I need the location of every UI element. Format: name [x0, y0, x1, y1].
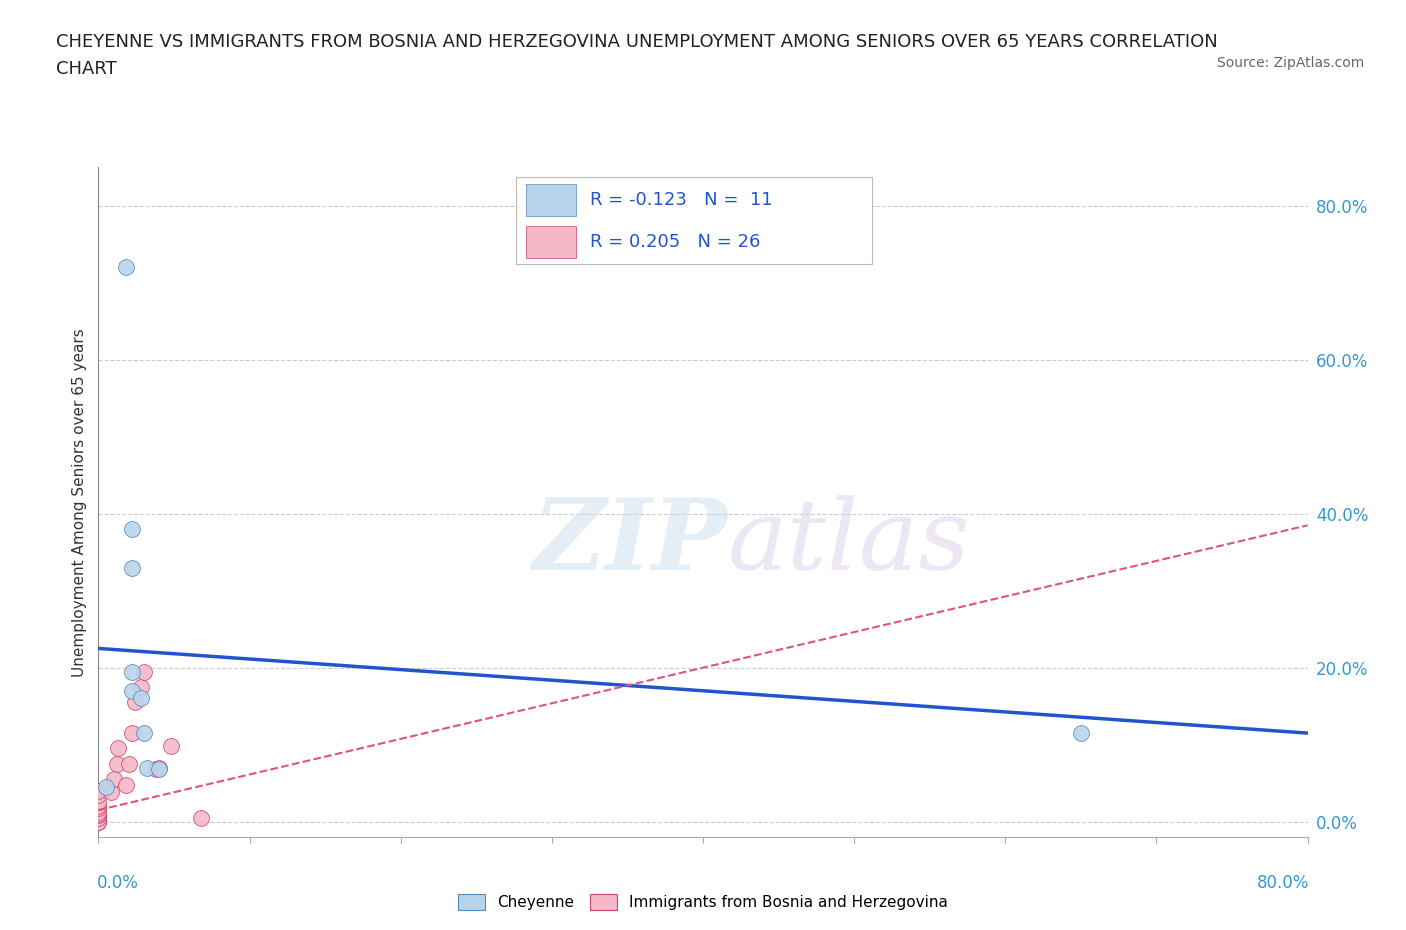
Point	[100, 785, 122, 800]
Point	[121, 725, 143, 740]
Point	[87, 814, 110, 829]
Point	[160, 738, 183, 753]
Point	[87, 814, 110, 829]
Point	[87, 806, 110, 821]
Point	[132, 664, 155, 679]
Point	[114, 260, 136, 275]
Point	[145, 762, 167, 777]
Text: atlas: atlas	[727, 495, 970, 590]
Point	[148, 762, 170, 777]
Point	[114, 777, 136, 792]
Text: CHART: CHART	[56, 60, 117, 78]
Point	[148, 761, 170, 776]
Point	[118, 756, 141, 771]
Point	[190, 810, 212, 825]
Point	[107, 741, 129, 756]
Text: 80.0%: 80.0%	[1257, 874, 1309, 892]
Point	[87, 783, 110, 798]
Legend: Cheyenne, Immigrants from Bosnia and Herzegovina: Cheyenne, Immigrants from Bosnia and Her…	[451, 888, 955, 916]
Point	[132, 725, 155, 740]
Point	[129, 680, 152, 695]
Point	[124, 695, 146, 710]
Point	[103, 772, 125, 787]
Point	[105, 756, 128, 771]
Text: ZIP: ZIP	[533, 494, 727, 591]
Point	[87, 801, 110, 816]
Point	[94, 779, 117, 794]
Point	[87, 804, 110, 819]
Point	[1070, 725, 1092, 740]
Point	[121, 684, 143, 698]
Point	[135, 761, 157, 776]
Text: 0.0%: 0.0%	[97, 874, 139, 892]
Point	[87, 814, 110, 829]
Point	[87, 787, 110, 802]
Point	[129, 691, 152, 706]
Point	[87, 810, 110, 825]
Point	[87, 799, 110, 814]
Point	[121, 522, 143, 537]
Y-axis label: Unemployment Among Seniors over 65 years: Unemployment Among Seniors over 65 years	[72, 328, 87, 677]
Point	[121, 664, 143, 679]
Point	[87, 808, 110, 823]
Point	[121, 560, 143, 575]
Text: CHEYENNE VS IMMIGRANTS FROM BOSNIA AND HERZEGOVINA UNEMPLOYMENT AMONG SENIORS OV: CHEYENNE VS IMMIGRANTS FROM BOSNIA AND H…	[56, 33, 1218, 50]
Point	[87, 795, 110, 810]
Text: Source: ZipAtlas.com: Source: ZipAtlas.com	[1216, 56, 1364, 70]
